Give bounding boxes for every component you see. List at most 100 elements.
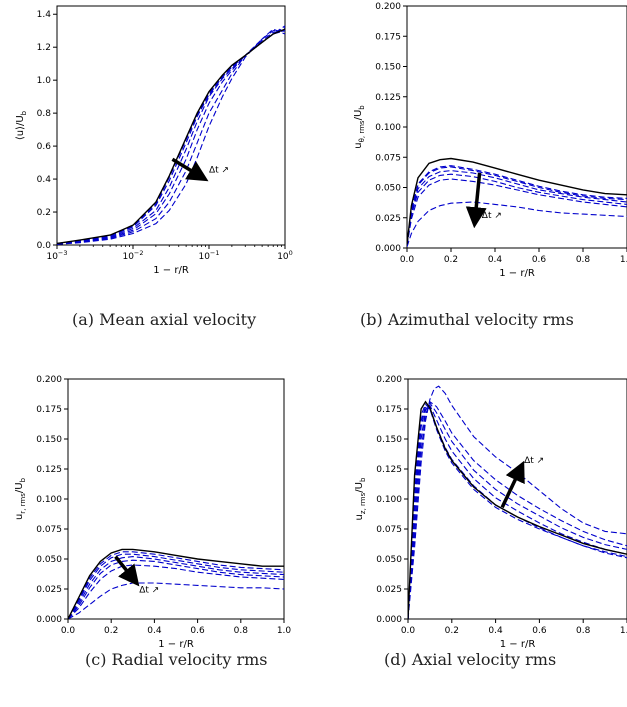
y-tick-label: 0.4 [37, 175, 52, 185]
x-tick-label: 0.6 [190, 626, 205, 636]
x-tick-label: 100 [277, 249, 293, 262]
x-axis-label: 1 − r/R [158, 639, 194, 650]
reference-line [57, 28, 285, 245]
series-line [408, 404, 627, 619]
y-tick-label: 0.125 [375, 93, 401, 103]
series-line [407, 173, 627, 246]
series-line [407, 178, 627, 246]
y-axis-label: ur, rms/Ub [14, 477, 27, 520]
y-tick-label: 0.125 [376, 465, 402, 475]
x-tick-label: 0.6 [532, 626, 547, 636]
trend-arrow [465, 172, 487, 229]
caption-a: (a) Mean axial velocity [72, 310, 257, 329]
trend-arrow [500, 460, 525, 509]
y-tick-label: 0.6 [37, 142, 52, 152]
x-tick-label: 10−2 [122, 249, 143, 262]
x-tick-label: 0.2 [445, 626, 459, 636]
y-tick-label: 0.175 [36, 405, 62, 415]
panel-b: 0.000 0.025 0.050 0.075 0.100 0.125 0.150 0.175… [353, 2, 627, 279]
x-tick-label: 10−1 [198, 249, 219, 262]
x-tick-label: 0.6 [532, 255, 547, 265]
series-line [407, 165, 627, 245]
y-axis-label: uz, rms/Ub [354, 477, 367, 520]
series-line [407, 170, 627, 246]
series-line [57, 30, 285, 245]
x-tick-label: 1.0 [620, 626, 627, 636]
series-line [68, 559, 284, 619]
x-tick-label: 0.4 [488, 626, 503, 636]
series-line [68, 564, 284, 619]
x-tick-label: 0.8 [576, 255, 591, 265]
y-tick-label: 0.050 [375, 184, 401, 194]
axes-frame [67, 378, 285, 620]
y-tick-label: 0.100 [36, 495, 62, 505]
x-tick-label: 0.4 [147, 626, 162, 636]
y-tick-label: 0.200 [375, 2, 401, 12]
y-tick-label: 0.175 [375, 32, 401, 42]
y-tick-label: 0.000 [36, 615, 62, 625]
axes-frame [56, 5, 286, 246]
y-tick-label: 1.2 [37, 43, 51, 53]
y-tick-label: 0.175 [376, 405, 402, 415]
delta-t-annotation: Δt ↗ [209, 165, 229, 175]
x-tick-label: 0.2 [104, 626, 118, 636]
y-tick-label: 0.075 [36, 525, 62, 535]
series-line [408, 400, 627, 619]
y-tick-label: 0.000 [376, 615, 402, 625]
series-line [68, 551, 284, 619]
y-tick-label: 0.050 [376, 555, 402, 565]
caption-d: (d) Axial velocity rms [384, 650, 557, 669]
y-tick-label: 0.8 [37, 109, 52, 119]
y-tick-label: 0.150 [36, 435, 62, 445]
reference-line [407, 157, 627, 245]
x-axis-label: 1 − r/R [499, 268, 535, 279]
x-axis-label: 1 − r/R [153, 265, 189, 276]
x-tick-label: 0.8 [234, 626, 249, 636]
reference-line [408, 400, 627, 619]
panel-d: 0.000 0.025 0.050 0.075 0.100 0.125 0.150 0.175… [354, 375, 627, 650]
y-tick-label: 0.125 [36, 465, 62, 475]
y-axis-label: ⟨u⟩/Ub [15, 110, 28, 140]
x-tick-label: 0.4 [488, 255, 503, 265]
y-tick-label: 1.0 [37, 76, 52, 86]
series-line [408, 405, 627, 619]
x-tick-label: 0.8 [576, 626, 591, 636]
series-line [57, 26, 285, 244]
y-tick-label: 0.000 [375, 244, 401, 254]
trend-arrow [114, 555, 140, 587]
y-tick-label: 0.0 [37, 241, 52, 251]
delta-t-annotation: Δt ↗ [524, 456, 544, 466]
y-tick-label: 0.100 [376, 495, 402, 505]
series-line [57, 30, 285, 245]
y-tick-label: 0.200 [376, 375, 402, 385]
x-tick-label: 0.0 [400, 255, 415, 265]
axes-frame [407, 378, 627, 620]
series-line [68, 582, 284, 619]
delta-t-annotation: Δt ↗ [139, 586, 159, 596]
reference-line [68, 548, 284, 619]
x-axis-label: 1 − r/R [500, 639, 536, 650]
series-line [68, 553, 284, 619]
series-line [68, 556, 284, 619]
y-tick-label: 0.2 [37, 208, 51, 218]
y-tick-label: 0.150 [376, 435, 402, 445]
delta-t-annotation: Δt ↗ [482, 211, 502, 221]
series-line [407, 201, 627, 247]
panel-a: 0.00.20.40.60.81.01.21.410−3 10−2 10−1 1001… [15, 5, 293, 276]
y-tick-label: 0.150 [375, 63, 401, 73]
series-line [57, 25, 285, 245]
x-tick-label: 1.0 [620, 255, 627, 265]
y-tick-label: 0.025 [375, 214, 401, 224]
y-tick-label: 0.050 [36, 555, 62, 565]
axes-frame [406, 5, 627, 249]
series-line [57, 28, 285, 245]
x-tick-label: 0.2 [444, 255, 458, 265]
y-axis-label: uθ, rms/Ub [353, 105, 366, 149]
caption-b: (b) Azimuthal velocity rms [360, 310, 574, 329]
y-tick-label: 0.200 [36, 375, 62, 385]
series-line [408, 385, 627, 619]
trend-arrow [171, 157, 209, 182]
y-tick-label: 0.025 [36, 585, 62, 595]
series-line [57, 30, 285, 245]
